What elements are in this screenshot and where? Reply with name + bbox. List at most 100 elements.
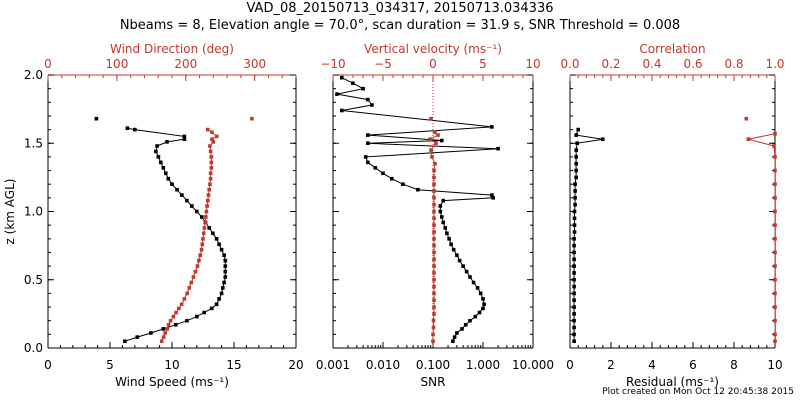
data-point-1-1-11 xyxy=(432,264,436,268)
data-point-1-1-17 xyxy=(432,223,436,227)
data-point-0-1-5 xyxy=(168,318,173,323)
data-point-1-0-43 xyxy=(340,108,344,113)
data-point-0-0-19 xyxy=(219,247,224,252)
data-point-0-0-10 xyxy=(217,297,221,301)
data-point-2-1-9 xyxy=(773,223,777,227)
data-point-2-1-6 xyxy=(773,264,777,268)
data-point-1-1-9 xyxy=(432,277,436,282)
data-point-2-2-0 xyxy=(744,116,749,121)
x-tick-label-bottom: 4 xyxy=(648,358,656,372)
x-tick-label-bottom: 0.001 xyxy=(316,358,350,372)
data-point-1-1-13 xyxy=(432,250,436,255)
data-point-1-0-19 xyxy=(451,247,456,252)
data-point-2-0-4 xyxy=(572,312,576,316)
x-tick-label-top: 0 xyxy=(429,57,437,71)
data-point-2-0-20 xyxy=(573,202,577,207)
data-point-2-0-3 xyxy=(572,318,576,323)
data-point-2-1-3 xyxy=(773,305,777,309)
data-point-1-0-31 xyxy=(416,187,420,192)
data-point-1-0-46 xyxy=(335,92,339,96)
data-point-2-1-1 xyxy=(773,332,777,337)
data-point-1-0-24 xyxy=(441,220,445,225)
data-point-2-0-5 xyxy=(572,305,576,309)
data-point-0-0-31 xyxy=(170,182,174,186)
data-point-1-1-3 xyxy=(431,318,436,323)
data-point-0-0-33 xyxy=(164,171,168,176)
data-point-2-0-9 xyxy=(572,277,576,282)
data-point-1-1-8 xyxy=(432,284,436,289)
data-point-1-1-4 xyxy=(432,312,436,316)
data-point-1-1-32 xyxy=(433,130,437,135)
x-tick-label-bottom: 6 xyxy=(689,358,697,372)
data-point-0-1-37 xyxy=(208,149,213,154)
x-tick-label-bottom: 10.000 xyxy=(512,358,554,372)
data-point-1-1-22 xyxy=(432,189,436,193)
data-point-1-0-18 xyxy=(455,253,459,257)
x-axis-label-top: Wind Direction (deg) xyxy=(110,42,234,56)
data-point-2-1-17 xyxy=(773,131,777,136)
data-point-1-1-24 xyxy=(432,175,436,180)
data-point-1-0-34 xyxy=(381,171,385,176)
data-point-1-1-14 xyxy=(432,243,436,248)
data-point-0-0-5 xyxy=(185,318,189,323)
data-point-2-0-17 xyxy=(572,223,577,227)
data-point-1-1-12 xyxy=(432,257,436,262)
data-point-2-1-8 xyxy=(773,237,777,241)
data-point-0-0-23 xyxy=(207,226,211,230)
data-point-1-0-11 xyxy=(478,291,483,296)
data-point-0-1-28 xyxy=(206,198,210,203)
data-point-1-0-21 xyxy=(447,237,451,241)
x-axis-label-bottom: Wind Speed (ms⁻¹) xyxy=(115,375,229,389)
data-point-0-0-25 xyxy=(200,215,204,219)
x-tick-label-bottom: 0 xyxy=(566,358,574,372)
data-point-2-1-16 xyxy=(746,137,751,141)
data-point-0-1-17 xyxy=(197,258,201,263)
data-point-0-1-11 xyxy=(185,291,189,296)
data-point-2-0-28 xyxy=(574,148,578,152)
data-point-0-0-36 xyxy=(156,155,161,159)
data-point-2-1-2 xyxy=(773,318,777,323)
data-point-0-0-18 xyxy=(222,253,226,257)
data-point-0-1-21 xyxy=(201,237,205,241)
data-point-1-1-10 xyxy=(432,271,436,275)
data-point-0-1-31 xyxy=(208,182,212,186)
data-point-0-1-13 xyxy=(189,280,194,285)
data-point-0-1-22 xyxy=(201,231,206,236)
data-point-0-1-30 xyxy=(207,187,211,192)
data-point-2-0-1 xyxy=(572,332,576,337)
x-axis-label-top: Vertical velocity (ms⁻¹) xyxy=(364,42,502,56)
data-point-1-0-49 xyxy=(340,75,344,80)
data-point-0-3-0 xyxy=(250,116,254,121)
y-tick-label: 1.5 xyxy=(24,136,43,150)
data-point-1-0-6 xyxy=(473,314,478,319)
data-point-1-0-10 xyxy=(481,297,485,301)
data-point-0-0-13 xyxy=(222,280,226,285)
data-point-0-0-0 xyxy=(123,339,127,343)
data-point-0-1-20 xyxy=(200,242,205,247)
data-point-1-0-17 xyxy=(457,258,462,263)
x-tick-label-bottom: 15 xyxy=(226,358,241,372)
data-point-0-0-32 xyxy=(166,176,171,181)
y-tick-label: 2.0 xyxy=(24,68,43,82)
data-point-0-0-22 xyxy=(211,231,215,236)
data-point-0-1-23 xyxy=(202,226,207,230)
x-tick-label-top: 5 xyxy=(479,57,487,71)
data-point-1-0-14 xyxy=(468,275,472,279)
data-point-0-0-37 xyxy=(154,149,158,154)
data-point-0-1-3 xyxy=(165,327,169,331)
series-line-2-1 xyxy=(748,133,775,342)
data-point-0-1-27 xyxy=(205,204,209,208)
data-point-0-1-14 xyxy=(191,275,196,279)
x-axis-label-top: Correlation xyxy=(639,42,705,56)
data-point-0-1-40 xyxy=(210,137,214,141)
data-point-0-1-35 xyxy=(209,160,214,165)
x-tick-label-top: 100 xyxy=(105,57,128,71)
data-point-2-0-19 xyxy=(572,209,577,214)
data-point-0-1-33 xyxy=(208,171,213,176)
data-point-1-1-2 xyxy=(431,325,436,330)
data-point-0-0-42 xyxy=(133,127,137,132)
data-point-0-0-3 xyxy=(161,327,166,331)
data-point-0-1-41 xyxy=(215,134,219,139)
x-tick-label-top: 0.8 xyxy=(724,57,743,71)
x-tick-label-bottom: 20 xyxy=(288,358,303,372)
